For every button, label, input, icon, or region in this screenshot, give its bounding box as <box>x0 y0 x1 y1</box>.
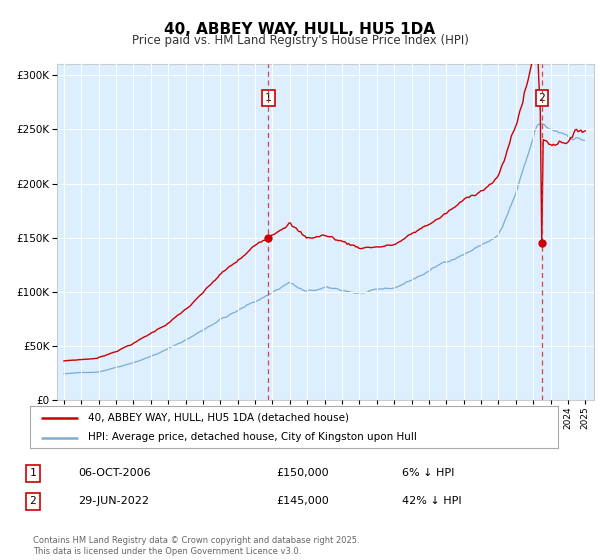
Text: 1: 1 <box>29 468 37 478</box>
Text: 29-JUN-2022: 29-JUN-2022 <box>78 496 149 506</box>
Text: Contains HM Land Registry data © Crown copyright and database right 2025.
This d: Contains HM Land Registry data © Crown c… <box>33 536 359 556</box>
Text: 06-OCT-2006: 06-OCT-2006 <box>78 468 151 478</box>
Text: Price paid vs. HM Land Registry's House Price Index (HPI): Price paid vs. HM Land Registry's House … <box>131 34 469 46</box>
Text: 2: 2 <box>29 496 37 506</box>
Text: 1: 1 <box>265 93 272 103</box>
Text: £150,000: £150,000 <box>276 468 329 478</box>
Text: HPI: Average price, detached house, City of Kingston upon Hull: HPI: Average price, detached house, City… <box>88 432 417 442</box>
Text: 6% ↓ HPI: 6% ↓ HPI <box>402 468 454 478</box>
Text: 2: 2 <box>538 93 545 103</box>
Text: 40, ABBEY WAY, HULL, HU5 1DA (detached house): 40, ABBEY WAY, HULL, HU5 1DA (detached h… <box>88 413 349 423</box>
Text: £145,000: £145,000 <box>276 496 329 506</box>
Text: 40, ABBEY WAY, HULL, HU5 1DA: 40, ABBEY WAY, HULL, HU5 1DA <box>164 22 436 38</box>
Text: 42% ↓ HPI: 42% ↓ HPI <box>402 496 461 506</box>
